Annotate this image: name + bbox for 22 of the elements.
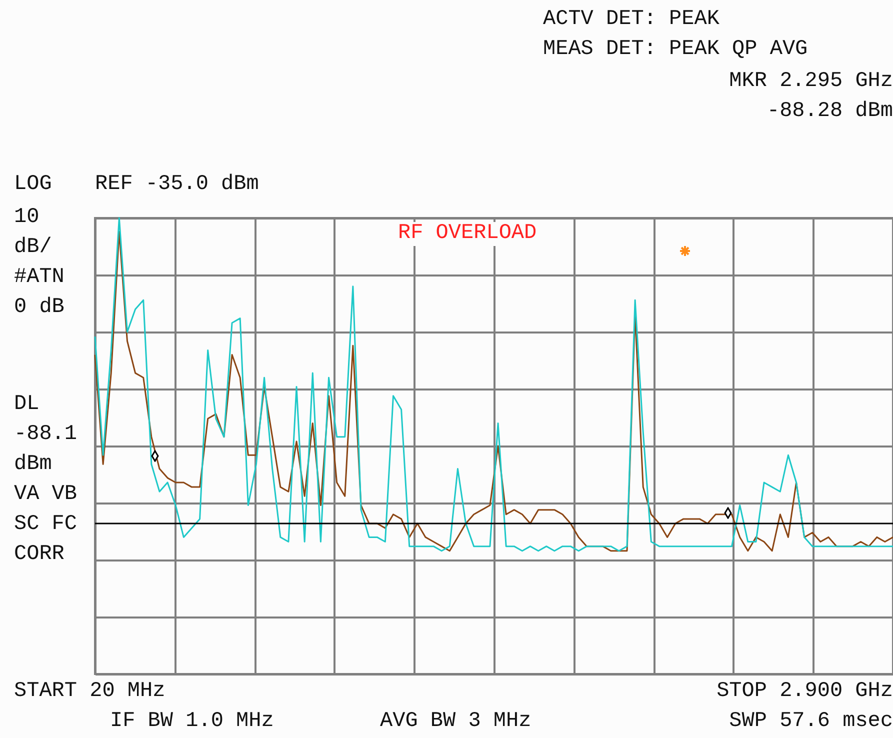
annotation: RF OVERLOAD: [398, 222, 537, 246]
text: DL: [14, 393, 40, 417]
text: #ATN: [14, 266, 64, 290]
text: CORR: [14, 543, 64, 567]
text: dBm: [14, 453, 52, 477]
text: IF BW 1.0 MHz: [110, 710, 274, 734]
text: AVG BW 3 MHz: [380, 710, 532, 734]
text: SWP 57.6 msec: [729, 710, 893, 734]
text: MKR 2.295 GHz: [729, 70, 893, 94]
text: MEAS DET: PEAK QP AVG: [543, 38, 808, 62]
text: REF -35.0 dBm: [95, 173, 259, 197]
text: -88.28 dBm: [766, 100, 893, 124]
text: START 20 MHz: [14, 680, 166, 704]
text: 0 dB: [14, 296, 64, 320]
text: SC FC: [14, 513, 78, 537]
text: 10: [14, 206, 40, 230]
text: -88.1: [14, 423, 78, 447]
text: STOP 2.900 GHz: [716, 680, 893, 704]
text: VA VB: [14, 483, 78, 507]
text: ACTV DET: PEAK: [543, 8, 720, 32]
text: dB/: [14, 236, 52, 260]
text: LOG: [14, 173, 52, 197]
